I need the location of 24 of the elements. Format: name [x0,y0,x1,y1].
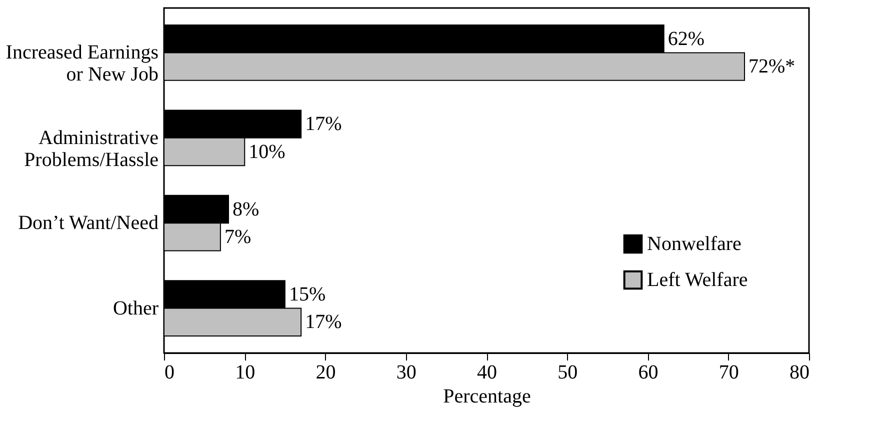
data-label: 15% [288,283,326,306]
y-tick-label: Don’t Want/Need [18,212,158,234]
legend-label: Nonwelfare [647,233,742,255]
x-tick-label: 0 [164,362,174,384]
x-tick-label: 50 [558,362,578,384]
data-label: 17% [305,311,342,334]
data-label: 62% [668,28,705,50]
x-tick-label: 40 [477,362,497,384]
data-label: 10% [248,140,286,163]
y-tick-label: Other [112,297,159,320]
y-tick-label: Administrative Problems/Hassle [24,126,159,171]
y-tick-label: Increased Earnings or New Job [6,42,159,86]
x-tick-label: 10 [235,362,256,384]
data-label: 17% [305,113,342,136]
x-tick-label: 70 [718,362,739,384]
legend-label: Left Welfare [647,269,748,291]
x-tick-label: 30 [396,362,416,384]
data-label: 72%* [748,56,796,78]
x-tick-label: 80 [790,362,810,384]
x-axis-title: Percentage [443,386,531,408]
x-tick-label: 20 [316,362,336,384]
data-label: 7% [224,226,252,248]
data-label: 8% [232,198,260,220]
x-tick-label: 60 [638,362,658,384]
